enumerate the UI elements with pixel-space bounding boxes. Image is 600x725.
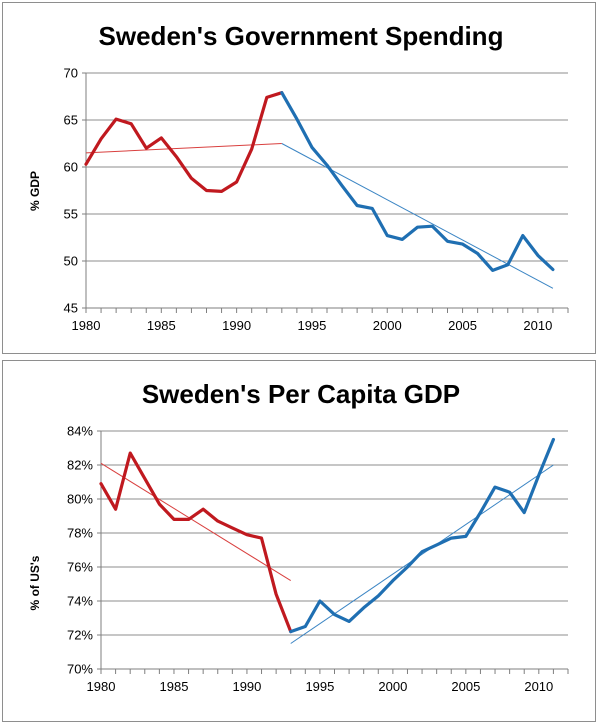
x-tick-label: 1980 bbox=[87, 679, 116, 694]
plot-area: 70% 72% 74% 76% 78% 80% 82% 84% 1980 1985 1990 1995… bbox=[67, 424, 569, 694]
y-tick-label: 74% bbox=[67, 594, 93, 609]
x-tick-label: 1995 bbox=[297, 318, 326, 333]
trendline bbox=[100, 462, 291, 582]
y-tick-label: 50 bbox=[64, 254, 78, 269]
y-tick-label: 84% bbox=[67, 424, 93, 439]
x-tick-label: 2000 bbox=[378, 679, 407, 694]
y-tick-label: 70 bbox=[64, 66, 78, 81]
chart-panel-government-spending: Sweden's Government Spending % GDP 45 50 5… bbox=[2, 2, 596, 354]
x-tick-label: 1990 bbox=[232, 679, 261, 694]
y-tick-label: 76% bbox=[67, 560, 93, 575]
x-tick-label: 2000 bbox=[373, 318, 402, 333]
x-tick-label: 1985 bbox=[147, 318, 176, 333]
y-tick-label: 82% bbox=[67, 458, 93, 473]
plot-area: 45 50 55 60 65 70 1980 1985 1990 1995 2000 2005 2010 bbox=[64, 66, 569, 333]
y-tick-label: 78% bbox=[67, 526, 93, 541]
y-tick-label: 55 bbox=[64, 207, 78, 222]
series-line bbox=[289, 437, 556, 634]
series-line bbox=[280, 91, 555, 272]
series-line bbox=[84, 91, 284, 193]
y-tick-label: 65 bbox=[64, 113, 78, 128]
y-axis-title: % of US's bbox=[28, 555, 42, 610]
x-tick-label: 2005 bbox=[448, 318, 477, 333]
x-tick-label: 1985 bbox=[160, 679, 189, 694]
chart-svg-government-spending: Sweden's Government Spending % GDP 45 50 5… bbox=[28, 21, 569, 333]
trendline bbox=[290, 464, 554, 644]
x-tick-label: 2010 bbox=[524, 679, 553, 694]
chart-svg-per-capita-gdp: Sweden's Per Capita GDP % of US's 70% 72%… bbox=[28, 379, 569, 694]
trendline bbox=[281, 143, 554, 289]
y-tick-label: 72% bbox=[67, 628, 93, 643]
x-tick-label: 2005 bbox=[451, 679, 480, 694]
y-tick-label: 80% bbox=[67, 492, 93, 507]
chart-title: Sweden's Government Spending bbox=[99, 21, 504, 51]
trendline bbox=[85, 143, 282, 154]
chart-title: Sweden's Per Capita GDP bbox=[142, 379, 460, 409]
y-axis-title: % GDP bbox=[28, 171, 42, 211]
x-tick-label: 1995 bbox=[305, 679, 334, 694]
y-tick-label: 45 bbox=[64, 301, 78, 316]
y-tick-label: 70% bbox=[67, 662, 93, 677]
chart-panel-per-capita-gdp: Sweden's Per Capita GDP % of US's 70% 72%… bbox=[2, 360, 596, 722]
x-tick-label: 1980 bbox=[72, 318, 101, 333]
y-tick-label: 60 bbox=[64, 160, 78, 175]
x-tick-label: 1990 bbox=[222, 318, 251, 333]
series-line bbox=[99, 451, 293, 634]
x-tick-label: 2010 bbox=[523, 318, 552, 333]
